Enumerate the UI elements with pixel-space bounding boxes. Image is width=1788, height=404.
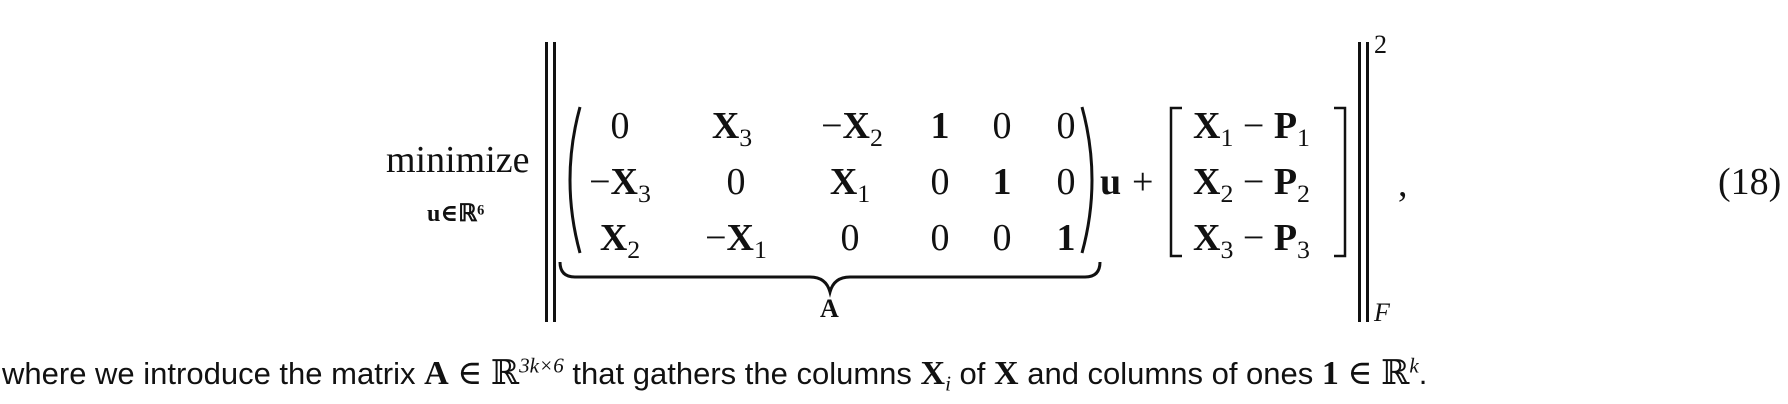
norm-power: 2 (1374, 30, 1387, 59)
matrix-cell: 1 (930, 105, 950, 147)
matrix-cell: 0 (726, 161, 746, 203)
underbrace (558, 261, 1102, 298)
matrix-cell: −X1 (705, 217, 767, 264)
math-R: ℝ (490, 355, 520, 392)
minimize-subscript: u∈ℝ⁶ (427, 201, 485, 227)
equation-trailing-comma: , (1398, 163, 1408, 205)
norm-left-bar-1 (545, 42, 548, 322)
u-vector: u (1100, 161, 1122, 203)
math-dim: 3k×6 (519, 353, 564, 378)
math-A: A (424, 355, 449, 392)
matrix-cell: 0 (930, 217, 950, 259)
right-bracket (1334, 106, 1347, 258)
vector-row: X2 − P2 (1193, 161, 1310, 208)
matrix-cell: 0 (930, 161, 950, 203)
math-X: X (994, 355, 1019, 392)
matrix-cell: 1 (992, 161, 1012, 203)
minimize-operator: minimize (386, 139, 530, 181)
norm-right-bar-1 (1358, 42, 1361, 322)
left-paren (568, 106, 582, 254)
plus-sign: + (1132, 161, 1154, 203)
math-R: ℝ (1381, 355, 1410, 392)
math-i: i (945, 371, 951, 396)
matrix-cell: X2 (599, 217, 641, 264)
norm-left-bar-2 (553, 42, 556, 322)
text-segment: and columns of ones (1018, 356, 1322, 391)
vector-row: X1 − P1 (1193, 105, 1310, 152)
matrix-cell: 1 (1056, 217, 1076, 259)
text-segment: where we introduce the matrix (2, 356, 425, 391)
math-in: ∈ (1338, 355, 1382, 392)
matrix-cell: 0 (1056, 161, 1076, 203)
math-Xi: X (920, 355, 946, 392)
matrix-cell: 0 (992, 217, 1012, 259)
matrix-cell: 0 (610, 105, 630, 147)
vector-row: X3 − P3 (1193, 217, 1310, 264)
matrix-cell: 0 (1056, 105, 1076, 147)
norm-right-bar-2 (1366, 42, 1369, 322)
equation-number: (18) (1718, 161, 1782, 203)
left-bracket (1169, 106, 1182, 258)
text-segment: . (1418, 356, 1428, 391)
matrix-cell: 0 (992, 105, 1012, 147)
norm-subscript: F (1374, 298, 1390, 327)
underbrace-label: A (820, 294, 839, 323)
matrix-cell: X1 (829, 161, 871, 208)
matrix-cell: −X3 (589, 161, 651, 208)
text-segment: that gathers the columns (563, 356, 921, 391)
matrix-cell: −X2 (821, 105, 883, 152)
text-segment: of (950, 356, 995, 391)
math-in: ∈ (448, 355, 491, 392)
math-k: k (1409, 353, 1419, 378)
math-one: 1 (1321, 355, 1339, 392)
paragraph-text: where we introduce the matrix A ∈ ℝ3k×6 … (2, 353, 1428, 396)
matrix-cell: X3 (711, 105, 753, 152)
matrix-cell: 0 (840, 217, 860, 259)
right-paren (1080, 106, 1094, 254)
